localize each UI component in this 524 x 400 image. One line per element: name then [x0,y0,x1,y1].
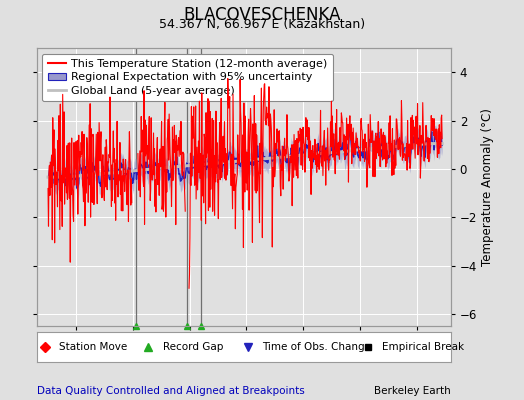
Text: Empirical Break: Empirical Break [383,342,464,352]
Y-axis label: Temperature Anomaly (°C): Temperature Anomaly (°C) [481,108,494,266]
Text: Berkeley Earth: Berkeley Earth [374,386,451,396]
Text: BLACOVESCHENKA: BLACOVESCHENKA [183,6,341,24]
Text: 54.367 N, 66.967 E (Kazakhstan): 54.367 N, 66.967 E (Kazakhstan) [159,18,365,31]
Text: Record Gap: Record Gap [163,342,223,352]
Text: Data Quality Controlled and Aligned at Breakpoints: Data Quality Controlled and Aligned at B… [37,386,304,396]
Legend: This Temperature Station (12-month average), Regional Expectation with 95% uncer: This Temperature Station (12-month avera… [42,54,333,101]
Text: Station Move: Station Move [59,342,128,352]
Text: Time of Obs. Change: Time of Obs. Change [263,342,372,352]
